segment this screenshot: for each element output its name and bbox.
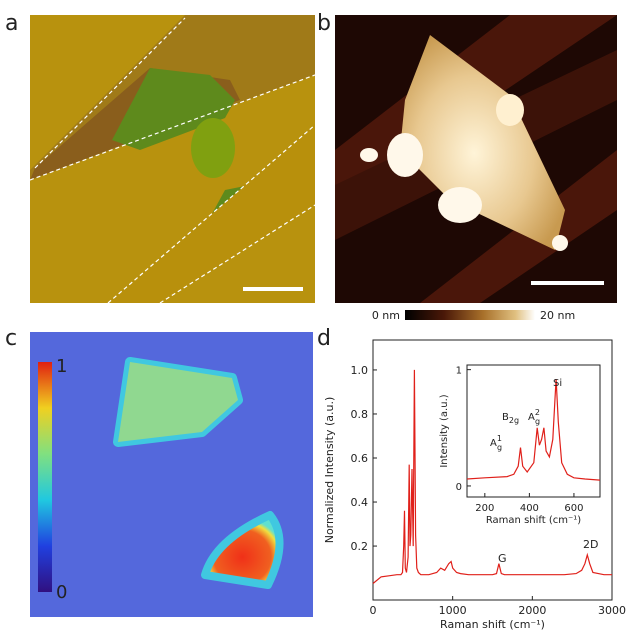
optical-image	[30, 15, 315, 303]
colorbar-label: 1	[56, 356, 67, 377]
y-tick-label: 0.8	[351, 408, 369, 421]
raman-map: 1 0	[30, 332, 313, 617]
x-tick-label: 1000	[439, 604, 467, 617]
panel-label: d	[317, 326, 331, 351]
x-tick-label: 0	[370, 604, 377, 617]
y-tick-label: 0.4	[351, 496, 369, 509]
annotation-base: Si	[553, 378, 562, 389]
figure: 0 nm 20 nm 1 0 a b c d 01000200030000.20…	[0, 0, 630, 633]
y-tick-label: 1	[456, 366, 462, 377]
colorbar-label: 0	[56, 582, 67, 603]
panel-label: a	[5, 11, 18, 36]
x-tick-label: 2000	[518, 604, 546, 617]
afm-colorbar	[405, 310, 535, 320]
annotation-sup: 1	[497, 434, 502, 443]
peak-annotation: G	[498, 552, 507, 565]
peak-annotation: Si	[553, 378, 562, 389]
x-tick-label: 3000	[598, 604, 626, 617]
annotation-sup: 2	[535, 408, 540, 417]
x-tick-label: 400	[520, 503, 539, 514]
x-tick-label: 600	[564, 503, 583, 514]
y-axis-label: Normalized Intensity (a.u.)	[323, 397, 336, 544]
x-axis-label: Raman shift (cm⁻¹)	[486, 515, 581, 526]
map-colorbar	[38, 362, 52, 592]
panel-label: c	[5, 326, 17, 351]
panel-label: b	[317, 11, 331, 36]
colorbar-label: 0 nm	[372, 309, 400, 322]
y-tick-label: 0.2	[351, 540, 369, 553]
y-axis-label: Intensity (a.u.)	[439, 394, 450, 467]
x-axis-label: Raman shift (cm⁻¹)	[440, 618, 545, 631]
y-tick-label: 0	[456, 482, 462, 493]
afm-image	[335, 15, 617, 303]
y-tick-label: 1.0	[351, 364, 369, 377]
peak-annotation: 2D	[583, 538, 598, 551]
annotation-sub: g	[535, 417, 540, 426]
colorbar-label: 20 nm	[540, 309, 575, 322]
y-tick-label: 0.6	[351, 452, 369, 465]
annotation-sub: g	[497, 443, 502, 452]
x-tick-label: 200	[475, 503, 494, 514]
annotation-sub: 2g	[509, 416, 519, 425]
